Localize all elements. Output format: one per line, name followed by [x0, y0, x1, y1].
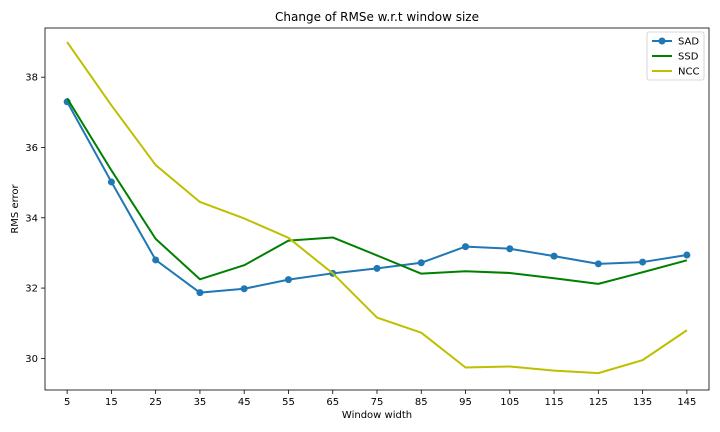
legend-item-ncc: NCC: [652, 67, 699, 78]
y-axis: 30 32 34 36 38: [25, 73, 45, 365]
x-tick-label: 145: [677, 397, 696, 408]
data-point-sad: [550, 252, 558, 260]
y-tick-label: 30: [25, 354, 38, 365]
series-line-ssd: [66, 97, 688, 285]
x-tick-label: 65: [326, 397, 339, 408]
x-tick-label: 55: [282, 397, 295, 408]
data-point-sad: [196, 289, 204, 297]
x-axis: 5 15 25 35 45 55 65 75 85 95 105 115 125 135 145: [64, 390, 696, 408]
x-tick-label: 95: [459, 397, 472, 408]
data-point-sad: [373, 264, 381, 272]
data-point-sad: [462, 243, 470, 251]
data-point-sad: [594, 260, 602, 268]
x-axis-label: Window width: [342, 410, 412, 421]
x-tick-label: 85: [415, 397, 428, 408]
series-line-sad: [66, 101, 688, 294]
data-point-sad: [284, 276, 292, 284]
data-point-sad: [683, 251, 691, 259]
x-tick-label: 75: [371, 397, 384, 408]
y-tick-label: 34: [25, 213, 38, 224]
legend-item-sad: SAD: [652, 37, 699, 48]
y-tick-label: 36: [25, 143, 38, 154]
chart-title: Change of RMSe w.r.t window size: [275, 10, 479, 24]
data-point-sad: [152, 256, 160, 264]
legend-label: SAD: [678, 37, 699, 48]
data-point-sad: [417, 259, 425, 267]
y-tick-label: 32: [25, 284, 38, 295]
data-point-sad: [639, 258, 647, 266]
data-point-sad: [240, 285, 248, 293]
series-ncc: [66, 41, 688, 375]
legend-label: SSD: [678, 52, 699, 63]
data-point-sad: [506, 245, 514, 253]
x-tick-label: 25: [149, 397, 162, 408]
x-tick-label: 45: [238, 397, 251, 408]
legend-item-ssd: SSD: [652, 52, 699, 63]
series-sad: [63, 98, 691, 297]
x-tick-label: 135: [633, 397, 652, 408]
y-axis-label: RMS error: [10, 183, 21, 233]
series-layer: [63, 41, 691, 375]
legend-label: NCC: [678, 67, 699, 78]
series-line-ncc: [66, 41, 688, 375]
data-point-sad: [107, 178, 115, 186]
legend-marker: [658, 37, 666, 45]
plot-area: [44, 27, 710, 391]
x-tick-label: 125: [589, 397, 608, 408]
x-tick-label: 105: [500, 397, 519, 408]
x-tick-label: 115: [545, 397, 564, 408]
legend: SAD SSD NCC: [646, 31, 705, 81]
x-tick-label: 15: [105, 397, 118, 408]
x-tick-label: 5: [64, 397, 70, 408]
x-tick-label: 35: [194, 397, 207, 408]
series-ssd: [66, 97, 688, 285]
y-tick-label: 38: [25, 73, 38, 84]
